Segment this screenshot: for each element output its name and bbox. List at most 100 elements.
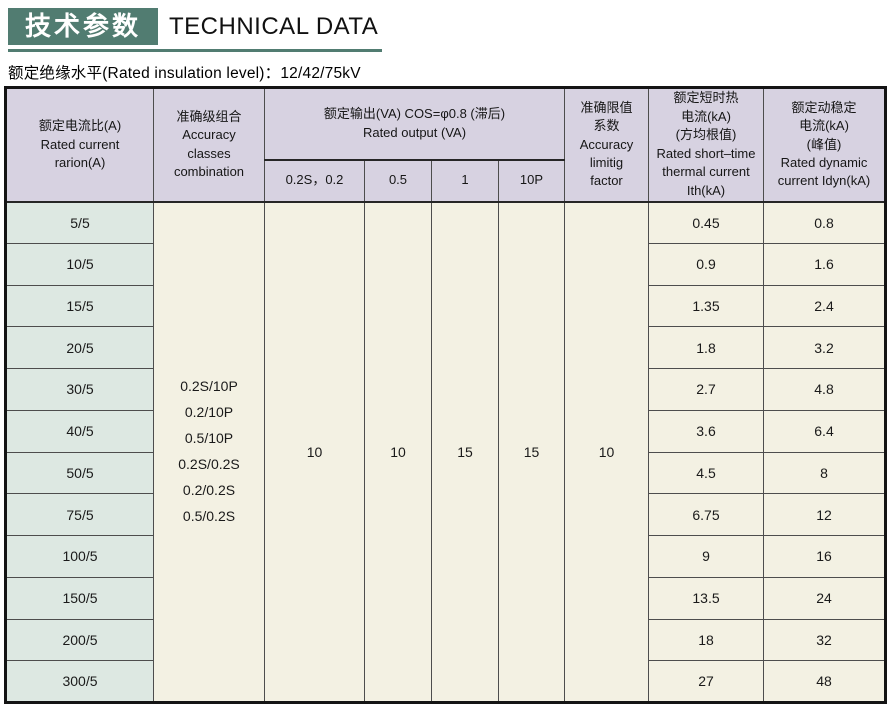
output-value-1-cell: 15 bbox=[431, 201, 499, 703]
header-line: classes bbox=[187, 145, 231, 161]
ratio-cell: 10/5 bbox=[5, 242, 154, 286]
ratio-cell: 300/5 bbox=[5, 660, 154, 703]
ratio-cell: 30/5 bbox=[5, 368, 154, 411]
table-row: 50/5 4.5 8 bbox=[5, 451, 886, 495]
header-line: Rated output (VA) bbox=[362, 124, 467, 140]
table-row: 150/5 13.5 24 bbox=[5, 576, 886, 620]
header-row-2: 0.2S，0.2 0.5 1 10P bbox=[6, 159, 886, 203]
header-accuracy-limit-factor: 准确限值 系数 Accuracy limitig factor bbox=[564, 87, 649, 203]
header-line: Accuracy bbox=[182, 127, 236, 143]
header-output-10p: 10P bbox=[498, 159, 565, 203]
dynamic-cell: 3.2 bbox=[763, 326, 886, 369]
thermal-cell: 3.6 bbox=[648, 409, 764, 453]
header-line: Rated current bbox=[40, 136, 120, 152]
thermal-cell: 27 bbox=[648, 660, 764, 703]
thermal-cell: 2.7 bbox=[648, 368, 764, 411]
section-masthead: 技术参数 TECHNICAL DATA bbox=[8, 8, 383, 52]
output-value-10p-cell: 15 bbox=[498, 201, 565, 703]
header-line: rarion(A) bbox=[54, 154, 106, 170]
header-output-05: 0.5 bbox=[364, 159, 432, 203]
output-value-02s-02-cell: 10 bbox=[264, 201, 365, 703]
dynamic-cell: 1.6 bbox=[763, 242, 886, 286]
table-row: 20/5 1.8 3.2 bbox=[5, 326, 886, 369]
thermal-cell: 18 bbox=[648, 618, 764, 662]
accuracy-class-line: 0.2/10P bbox=[184, 403, 234, 420]
ratio-cell: 40/5 bbox=[5, 409, 154, 453]
header-line: 准确级组合 bbox=[176, 108, 242, 124]
table-row: 40/5 3.6 6.4 bbox=[5, 409, 886, 453]
section-title-cn: 技术参数 bbox=[25, 11, 142, 41]
dynamic-cell: 2.4 bbox=[763, 284, 886, 328]
header-line: 额定输出(VA) COS=φ0.8 (滞后) bbox=[323, 106, 506, 122]
table-row: 200/5 18 32 bbox=[5, 618, 886, 662]
dynamic-cell: 24 bbox=[763, 576, 886, 620]
thermal-cell: 6.75 bbox=[648, 493, 764, 536]
table-row: 75/5 6.75 12 bbox=[5, 493, 886, 536]
thermal-cell: 1.8 bbox=[648, 326, 764, 369]
ratio-cell: 5/5 bbox=[5, 201, 154, 244]
ratio-cell: 100/5 bbox=[5, 535, 154, 578]
thermal-cell: 0.45 bbox=[648, 201, 764, 244]
limit-factor-cell: 10 bbox=[564, 201, 649, 703]
header-line: (峰值) bbox=[806, 136, 842, 152]
thermal-cell: 0.9 bbox=[648, 242, 764, 286]
header-dynamic-current: 额定动稳定 电流(kA) (峰值) Rated dynamic current … bbox=[763, 87, 886, 203]
ratio-cell: 150/5 bbox=[5, 576, 154, 620]
ratio-cell: 50/5 bbox=[5, 451, 154, 495]
header-line: 电流(kA) bbox=[681, 108, 731, 124]
header-line: Ith(kA) bbox=[686, 182, 726, 198]
rated-insulation-level-text: 额定绝缘水平(Rated insulation level)：12/42/75k… bbox=[8, 65, 361, 82]
technical-data-table-wrap: 额定电流比(A) Rated current rarion(A) 准确级组合 A… bbox=[4, 86, 887, 704]
dynamic-cell: 4.8 bbox=[763, 368, 886, 411]
header-line: thermal current bbox=[662, 164, 750, 180]
header-row-1: 额定电流比(A) Rated current rarion(A) 准确级组合 A… bbox=[5, 87, 886, 203]
dynamic-cell: 8 bbox=[763, 451, 886, 495]
table-row: 5/5 0.2S/10P 0.2/10P 0.5/10P 0.2S/0.2S 0… bbox=[5, 201, 886, 703]
header-line: 准确限值 bbox=[580, 99, 633, 115]
header-accuracy-classes: 准确级组合 Accuracy classes combination bbox=[153, 87, 265, 203]
output-value-05-cell: 10 bbox=[364, 201, 432, 703]
accuracy-class-line: 0.5/10P bbox=[184, 429, 234, 446]
header-output-1: 1 bbox=[431, 159, 499, 203]
dynamic-cell: 48 bbox=[763, 660, 886, 703]
dynamic-cell: 12 bbox=[763, 493, 886, 536]
thermal-cell: 13.5 bbox=[648, 576, 764, 620]
header-line: combination bbox=[173, 164, 245, 180]
header-line: Rated short–time bbox=[656, 145, 756, 161]
ratio-cell: 75/5 bbox=[5, 493, 154, 536]
dynamic-cell: 0.8 bbox=[763, 201, 886, 244]
header-line: Accuracy bbox=[579, 136, 634, 152]
table-row: 10/5 0.9 1.6 bbox=[5, 242, 886, 286]
section-title-badge: 技术参数 bbox=[8, 8, 159, 45]
header-line: 额定电流比(A) bbox=[38, 118, 122, 134]
header-line: 额定短时热 bbox=[673, 90, 739, 106]
header-line: factor bbox=[590, 173, 623, 189]
section-title-en: TECHNICAL DATA bbox=[169, 12, 379, 40]
dynamic-cell: 6.4 bbox=[763, 409, 886, 453]
header-rated-output-group: 额定输出(VA) COS=φ0.8 (滞后) Rated output (VA) bbox=[264, 87, 565, 161]
dynamic-cell: 32 bbox=[763, 618, 886, 662]
table-row: 300/5 27 48 bbox=[5, 660, 886, 703]
header-line: (方均根值) bbox=[675, 127, 737, 143]
header-rated-current-ratio: 额定电流比(A) Rated current rarion(A) bbox=[5, 87, 154, 203]
accuracy-class-line: 0.5/0.2S bbox=[182, 507, 236, 524]
thermal-cell: 9 bbox=[648, 535, 764, 578]
header-line: 额定动稳定 bbox=[791, 99, 857, 115]
technical-data-table: 额定电流比(A) Rated current rarion(A) 准确级组合 A… bbox=[4, 86, 887, 704]
thermal-cell: 1.35 bbox=[648, 284, 764, 328]
ratio-cell: 15/5 bbox=[5, 284, 154, 328]
ratio-cell: 20/5 bbox=[5, 326, 154, 369]
header-line: limitig bbox=[589, 154, 624, 170]
header-short-time-thermal-current: 额定短时热 电流(kA) (方均根值) Rated short–time the… bbox=[648, 87, 764, 203]
accuracy-class-line: 0.2S/10P bbox=[180, 378, 238, 395]
accuracy-classes-cell: 0.2S/10P 0.2/10P 0.5/10P 0.2S/0.2S 0.2/0… bbox=[153, 201, 265, 703]
thermal-cell: 4.5 bbox=[648, 451, 764, 495]
header-line: 电流(kA) bbox=[799, 118, 849, 134]
header-line: current Idyn(kA) bbox=[777, 173, 871, 189]
ratio-cell: 200/5 bbox=[5, 618, 154, 662]
header-line: 系数 bbox=[593, 118, 620, 134]
header-output-02s-02: 0.2S，0.2 bbox=[264, 159, 365, 203]
accuracy-class-line: 0.2/0.2S bbox=[182, 481, 236, 498]
dynamic-cell: 16 bbox=[763, 535, 886, 578]
table-row: 100/5 9 16 bbox=[5, 535, 886, 578]
